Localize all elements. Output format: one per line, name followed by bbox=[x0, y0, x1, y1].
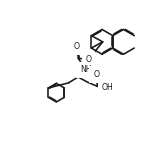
Text: OH: OH bbox=[102, 83, 113, 92]
Text: NH: NH bbox=[80, 65, 91, 74]
Text: O: O bbox=[85, 55, 91, 64]
Text: O: O bbox=[93, 70, 99, 79]
Text: O: O bbox=[74, 42, 80, 51]
